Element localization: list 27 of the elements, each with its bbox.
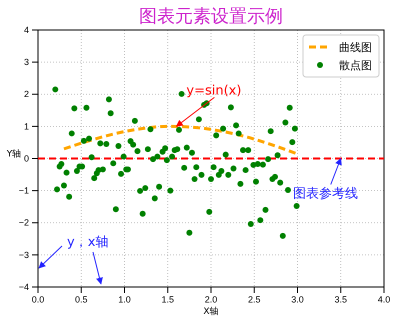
y-tick-label: 1 <box>24 121 29 132</box>
chart-title: 图表元素设置示例 <box>139 6 283 27</box>
annotation: 图表参考线 <box>292 186 358 202</box>
y-tick-label: −2 <box>18 218 29 228</box>
y-tick-label: 3 <box>24 57 29 68</box>
y-axis-title: Y轴 <box>6 148 22 160</box>
y-tick-label: 4 <box>24 24 29 35</box>
x-axis-title: X轴 <box>203 306 219 317</box>
y-tick-label: −1 <box>18 186 29 196</box>
x-tick-label: 1.0 <box>118 294 131 304</box>
y-tick-label: −4 <box>18 282 29 292</box>
x-tick-label: 4.0 <box>378 294 390 304</box>
legend-label: 散点图 <box>339 59 372 72</box>
legend-label: 曲线图 <box>339 41 372 54</box>
x-tick-label: 2.5 <box>248 294 261 304</box>
annotation: y=sin(x) <box>186 83 242 98</box>
line-series <box>62 124 299 156</box>
y-tick-label: 2 <box>24 89 29 100</box>
x-tick-label: 0.0 <box>32 294 44 304</box>
annotation: y，x轴 <box>67 235 108 250</box>
y-tick-label: 0 <box>24 153 29 164</box>
x-tick-label: 3.5 <box>334 294 348 304</box>
y-tick-label: −3 <box>18 250 29 260</box>
x-tick-label: 3.0 <box>291 294 304 304</box>
x-tick-label: 2.0 <box>204 294 218 304</box>
x-tick-label: 1.5 <box>161 294 174 304</box>
x-tick-label: 0.5 <box>74 294 88 304</box>
